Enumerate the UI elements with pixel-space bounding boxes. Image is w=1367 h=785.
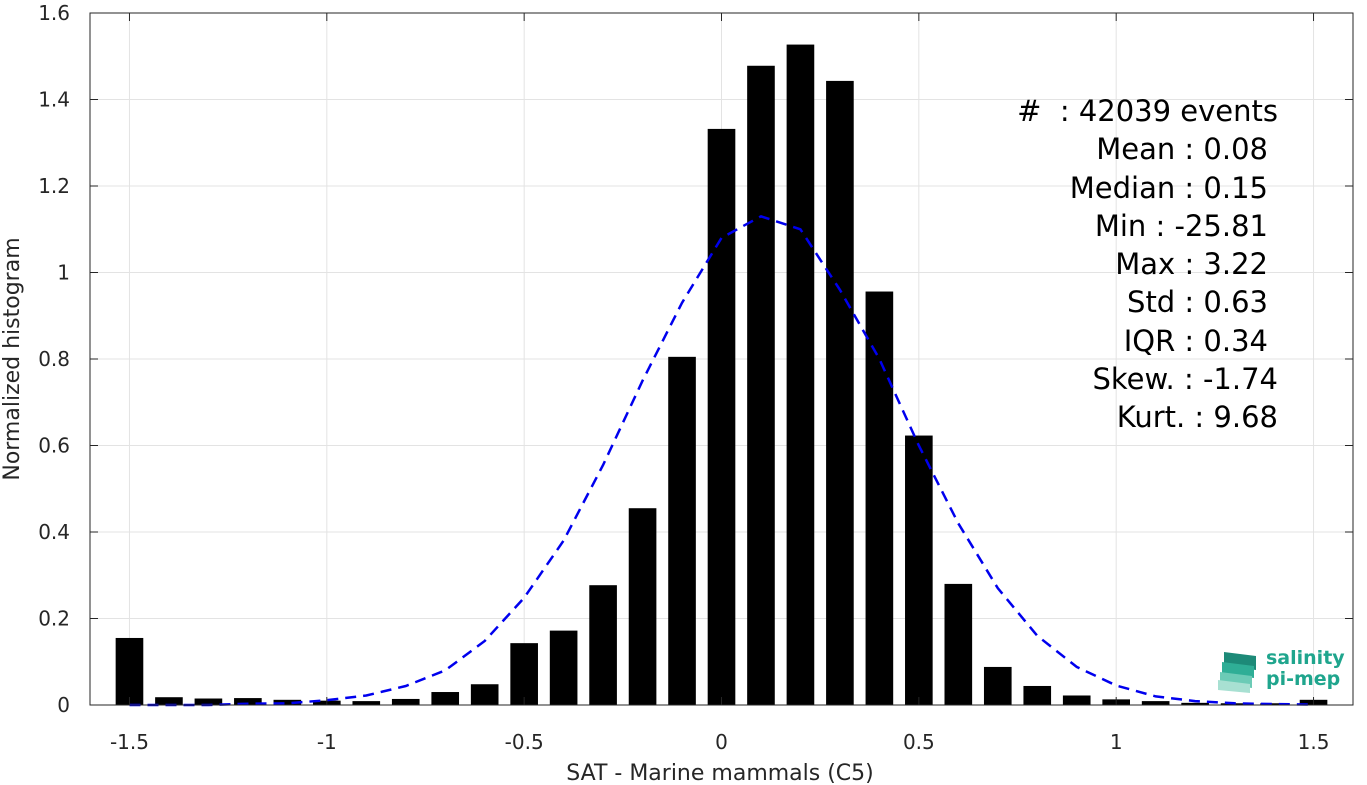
- histogram-bar: [905, 435, 933, 705]
- histogram-bar: [826, 80, 854, 706]
- stat-median: Median : 0.15: [1069, 170, 1268, 205]
- histogram-bar: [983, 666, 1012, 705]
- y-tick-label: 0.2: [38, 607, 70, 631]
- y-tick-label: 1: [57, 261, 70, 285]
- x-tick-label: -1.5: [110, 730, 149, 754]
- stat-std: Std : 0.63: [1127, 285, 1268, 320]
- waves-logo-icon: [1218, 652, 1256, 693]
- histogram-bar: [470, 684, 499, 705]
- histogram-bar: [352, 701, 381, 705]
- y-tick-label: 0.4: [38, 520, 70, 544]
- logo-text-salinity: salinity: [1266, 647, 1345, 669]
- histogram-bar: [1141, 701, 1170, 705]
- histogram-bar: [391, 698, 420, 705]
- histogram-bars: [115, 44, 1328, 706]
- histogram-bar: [510, 643, 538, 705]
- histogram-bar: [1023, 685, 1052, 705]
- histogram-bar: [273, 699, 302, 705]
- histogram-bar: [115, 637, 144, 705]
- y-tick-label: 1.4: [38, 88, 70, 112]
- statistics-box: # : 42039 events Mean : 0.08 Median : 0.…: [1017, 92, 1278, 437]
- salinity-pi-mep-logo: salinity pi-mep: [1216, 648, 1346, 694]
- x-tick-label: -1: [317, 730, 337, 754]
- histogram-bar: [628, 508, 657, 705]
- x-tick-labels: -1.5 -1 -0.5 0 0.5 1 1.5: [110, 730, 1329, 754]
- stat-skew: Skew. : -1.74: [1092, 362, 1278, 397]
- histogram-bar: [944, 583, 973, 705]
- histogram-bar: [747, 65, 775, 705]
- histogram-bar: [155, 697, 183, 705]
- histogram-bar: [865, 291, 894, 705]
- stat-min: Min : -25.81: [1094, 208, 1268, 243]
- stat-max: Max : 3.22: [1115, 247, 1268, 282]
- axis-ticks: [90, 12, 1353, 706]
- y-tick-label: 0.8: [38, 347, 70, 371]
- y-tick-labels: 0 0.2 0.4 0.6 0.8 1 1.2 1.4 1.6: [38, 1, 70, 717]
- x-tick-label: -0.5: [505, 730, 544, 754]
- y-axis-label: Normalized histogram: [0, 237, 25, 480]
- x-tick-label: 1: [1110, 730, 1123, 754]
- histogram-bar: [589, 585, 617, 705]
- histogram-bar: [1181, 702, 1209, 705]
- stat-mean: Mean : 0.08: [1096, 132, 1268, 167]
- y-tick-label: 1.6: [38, 1, 70, 25]
- stat-events: # : 42039 events: [1017, 94, 1278, 128]
- x-tick-label: 0.5: [903, 730, 935, 754]
- histogram-bar: [668, 356, 696, 705]
- histogram-bar: [1062, 695, 1091, 705]
- histogram-bar: [549, 630, 578, 705]
- histogram-bar: [707, 128, 736, 705]
- x-tick-label: 1.5: [1298, 730, 1330, 754]
- y-tick-label: 0: [57, 693, 70, 717]
- y-tick-label: 0.6: [38, 434, 70, 458]
- stat-iqr: IQR : 0.34: [1123, 323, 1268, 358]
- x-axis-label: SAT - Marine mammals (C5): [566, 761, 874, 785]
- histogram-bar: [194, 698, 223, 705]
- y-tick-label: 1.2: [38, 174, 70, 198]
- stat-kurt: Kurt. : 9.68: [1116, 400, 1278, 435]
- x-tick-label: 0: [715, 730, 728, 754]
- histogram-bar: [786, 44, 815, 705]
- logo-text-pi-mep: pi-mep: [1266, 668, 1341, 690]
- histogram-bar: [431, 692, 460, 705]
- histogram-bar: [1260, 703, 1288, 705]
- histogram-bar: [234, 698, 262, 705]
